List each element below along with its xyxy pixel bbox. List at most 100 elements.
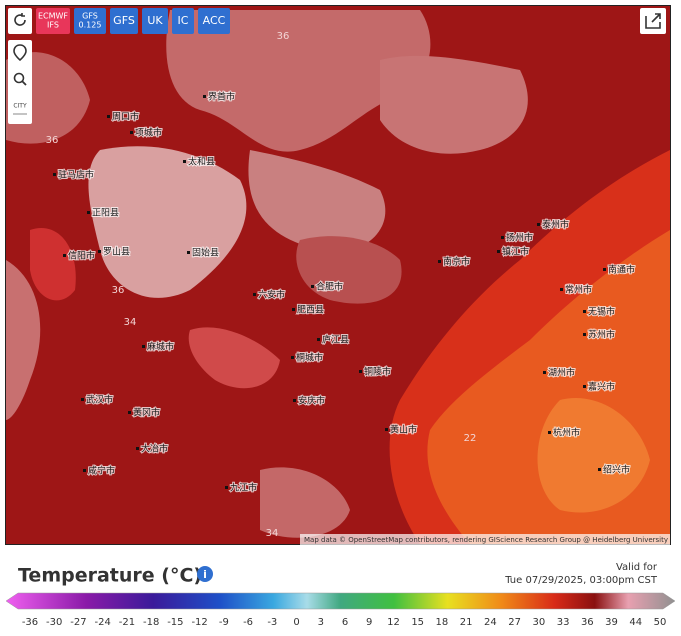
place-dot (537, 223, 540, 226)
model-button[interactable] (172, 8, 194, 34)
color-bar-tick-label: 3 (318, 617, 324, 628)
place-label: 杭州市 (553, 427, 580, 439)
contour-labels: 36 36 36 34 22 34 (46, 31, 477, 539)
place-dot (560, 288, 563, 291)
temperature-field (166, 10, 431, 152)
temperature-field (296, 236, 402, 304)
color-bar-tick-label: -30 (46, 617, 62, 628)
contour-label: 34 (266, 528, 279, 539)
place-label: 麻城市 (147, 341, 174, 353)
color-bar-ticks: -36 -30 -27 -24 -21 -18 -15 -12 -9 -6 -3 0 3 6 9 12 15 18… (22, 617, 667, 628)
zoom-button[interactable] (13, 72, 25, 84)
color-bar-tick-label: 39 (605, 617, 618, 628)
color-bar-tick-label: -15 (167, 617, 183, 628)
place-dot (543, 371, 546, 374)
place-label: 九江市 (230, 482, 257, 494)
locate-button[interactable] (13, 44, 27, 62)
place-label: 嘉兴市 (588, 381, 615, 393)
temperature-field (248, 150, 386, 252)
model-button-label: UK (147, 14, 163, 27)
temperature-field (6, 260, 41, 420)
place-label: 项城市 (135, 127, 162, 139)
color-bar-tick-label: -24 (95, 617, 111, 628)
model-button[interactable] (74, 8, 106, 34)
place-label: 常州市 (565, 284, 592, 296)
color-bar-tick-label: 18 (436, 617, 449, 628)
place-dot (87, 211, 90, 214)
place-dot (583, 333, 586, 336)
place-dot (583, 310, 586, 313)
color-bar-tick-label: 44 (629, 617, 642, 628)
place-label: 周口市 (112, 111, 139, 123)
place-dot (142, 345, 145, 348)
place-label: 南京市 (443, 256, 470, 268)
color-bar-tick-label: 33 (557, 617, 570, 628)
place-dot (293, 399, 296, 402)
model-button[interactable] (142, 8, 168, 34)
place-label: 庐江县 (322, 334, 349, 346)
attribution-bg (300, 534, 670, 545)
info-button[interactable] (197, 566, 213, 582)
place-label: 六安市 (258, 289, 285, 301)
refresh-button[interactable] (8, 8, 32, 34)
place-dot (438, 260, 441, 263)
city-toggle[interactable]: CITY (13, 103, 27, 110)
model-button-label: ACC (203, 14, 226, 27)
place-dot (311, 285, 314, 288)
place-dot (548, 431, 551, 434)
color-bar-tick-label: 50 (654, 617, 667, 628)
zoom-icon (21, 80, 27, 86)
place-dot (292, 308, 295, 311)
place-label: 肥西县 (297, 305, 324, 316)
place-label: 信阳市 (68, 250, 95, 262)
model-button-label: 0.125 (79, 21, 102, 30)
place-label: 南通市 (608, 264, 635, 276)
place-dot (130, 131, 133, 134)
color-bar-tick-label: -21 (119, 617, 135, 628)
color-bar-tick-label: -27 (70, 617, 86, 628)
color-bar-tick-label: 12 (387, 617, 400, 628)
color-bar-tick-label: 24 (484, 617, 497, 628)
model-button[interactable] (36, 8, 70, 34)
place-dot (53, 173, 56, 176)
contour-label: 22 (464, 433, 477, 444)
place-label: 铜陵市 (364, 366, 391, 378)
place-dot (225, 486, 228, 489)
place-label: 绍兴市 (603, 464, 630, 476)
place-label: 湖州市 (548, 367, 575, 379)
place-label: 镇江市 (502, 246, 529, 258)
place-dot (359, 370, 362, 373)
place-label: 武汉市 (86, 394, 113, 406)
place-dot (203, 95, 206, 98)
color-bar-tick-label: -9 (219, 617, 229, 628)
place-dot (598, 468, 601, 471)
place-label: 扬州市 (506, 232, 533, 244)
model-button-label: ECMWF (38, 12, 68, 21)
model-button[interactable] (198, 8, 230, 34)
color-bar-tick-label: -36 (22, 617, 38, 628)
color-bar-tick-label: -6 (243, 617, 253, 628)
model-button[interactable] (110, 8, 138, 34)
share-icon (645, 13, 661, 29)
place-dot (603, 268, 606, 271)
attribution: Map data © OpenStreetMap contributors, r… (304, 536, 668, 544)
color-bar-tick-label: 15 (411, 617, 424, 628)
color-bar-tick-label: 0 (293, 617, 299, 628)
place-label: 罗山县 (103, 247, 130, 258)
temperature-field (537, 398, 650, 513)
place-label: 咸宁市 (88, 465, 115, 477)
contour-label: 36 (112, 285, 125, 296)
place-label: 桐城市 (296, 352, 323, 364)
color-bar-tick-label: -12 (191, 617, 207, 628)
refresh-icon (14, 13, 26, 26)
color-bar-tick-label: 6 (342, 617, 348, 628)
legend-title: Temperature (°C) (18, 565, 202, 587)
place-dot (128, 411, 131, 414)
place-label: 安庆市 (298, 395, 325, 407)
color-bar-tick-label: 27 (508, 617, 521, 628)
model-button-label: IFS (47, 21, 59, 30)
place-dot (583, 385, 586, 388)
place-dot (385, 428, 388, 431)
model-button-label: GFS (82, 12, 98, 21)
place-label: 太和县 (188, 156, 215, 168)
